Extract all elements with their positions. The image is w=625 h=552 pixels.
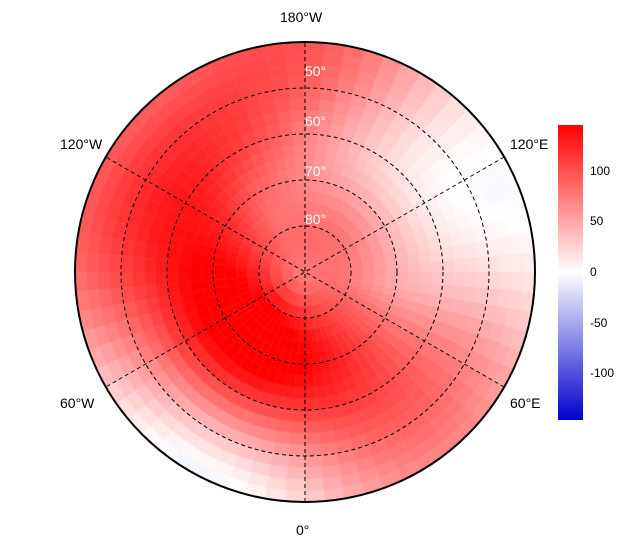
colorbar-tick-label: -50 (590, 315, 608, 330)
latitude-circle-70 (212, 179, 398, 365)
lon-label-60w: 60°W (60, 395, 95, 411)
lat-label-50: 50° (305, 63, 327, 79)
colorbar (558, 125, 583, 420)
colorbar-tick-label: -100 (590, 366, 615, 381)
lon-label-60e: 60°E (510, 395, 541, 411)
lon-label-120w: 120°W (60, 136, 103, 152)
colorbar-tick-label: 50 (590, 214, 604, 229)
latitude-circle-60 (166, 133, 444, 411)
map-boundary (74, 41, 536, 503)
lon-label-120e: 120°E (510, 136, 549, 152)
lat-label-80: 80° (305, 211, 327, 227)
colorbar-tick-label: 100 (590, 163, 611, 178)
lat-label-70: 70° (305, 163, 327, 179)
colorbar-tick-label: 0 (590, 265, 597, 279)
lon-label-180: 180°W (280, 9, 323, 25)
lon-label-0: 0° (296, 522, 310, 538)
lat-label-60: 60° (305, 113, 327, 129)
